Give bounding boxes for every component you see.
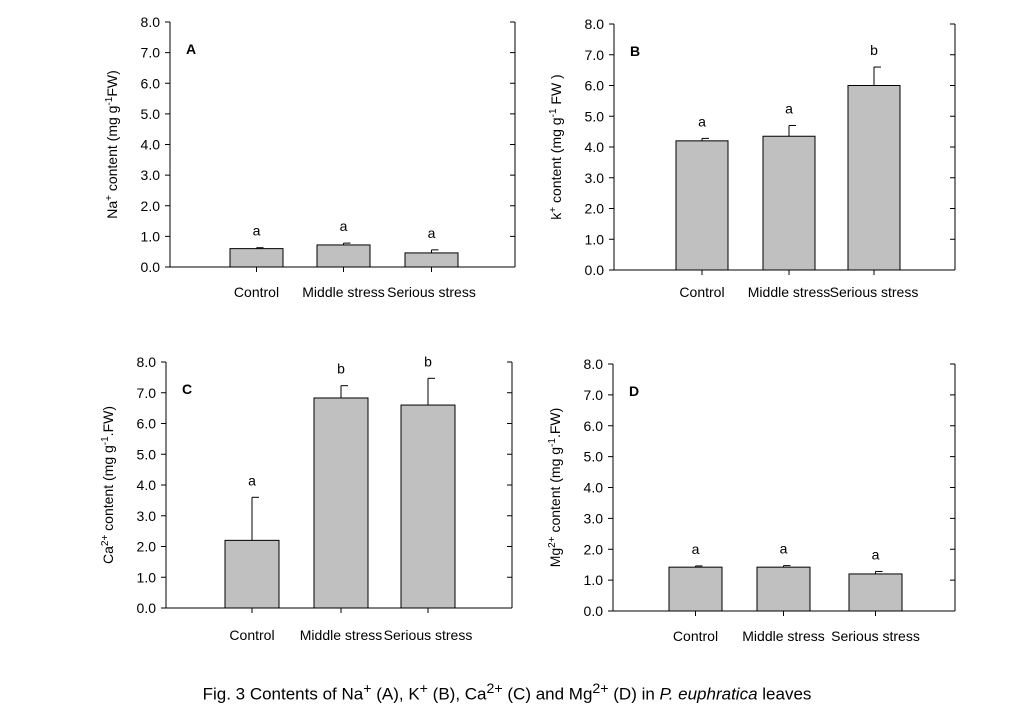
significance-letter-a: a [340, 218, 348, 234]
panel-label-b: B [630, 43, 640, 59]
panel-label-a: A [186, 41, 196, 57]
panel-label-d: D [629, 383, 639, 399]
significance-letter-c: b [424, 353, 432, 369]
y-tick-label-b: 5.0 [585, 108, 605, 124]
y-tick-label-a: 7.0 [141, 45, 161, 61]
y-tick-label-a: 3.0 [141, 167, 161, 183]
y-tick-label-a: 2.0 [141, 198, 161, 214]
category-label-d: Control [673, 628, 718, 644]
figure-caption: Fig. 3 Contents of Na+ (A), K+ (B), Ca2+… [202, 681, 812, 704]
y-axis-label-b: k+ content (mg g-1 FW ) [548, 74, 564, 219]
y-tick-label-c: 3.0 [137, 508, 157, 524]
significance-letter-b: b [870, 42, 878, 58]
y-tick-label-d: 5.0 [584, 449, 604, 465]
category-label-b: Middle stress [748, 284, 830, 300]
y-tick-label-d: 2.0 [584, 541, 604, 557]
y-tick-label-a: 4.0 [141, 137, 161, 153]
significance-letter-c: a [248, 472, 256, 488]
bar-a-0 [229, 248, 284, 268]
y-tick-label-b: 2.0 [585, 201, 605, 217]
y-tick-label-d: 4.0 [584, 480, 604, 496]
y-tick-label-a: 0.0 [141, 259, 161, 275]
category-label-b: Control [679, 284, 724, 300]
category-label-d: Serious stress [831, 628, 920, 644]
y-tick-label-b: 4.0 [585, 139, 605, 155]
category-label-b: Serious stress [830, 284, 919, 300]
y-tick-label-b: 7.0 [585, 47, 605, 63]
category-label-a: Middle stress [302, 284, 384, 300]
bar-b-0 [675, 140, 729, 271]
y-tick-label-c: 0.0 [137, 600, 157, 616]
bar-a-2 [404, 252, 459, 268]
significance-letter-a: a [253, 223, 261, 239]
panel-label-c: C [182, 381, 192, 397]
y-tick-label-a: 8.0 [141, 14, 161, 30]
significance-letter-d: a [692, 541, 700, 557]
y-tick-label-c: 6.0 [137, 416, 157, 432]
bar-d-1 [756, 566, 811, 612]
y-tick-label-d: 0.0 [584, 603, 604, 619]
y-tick-label-c: 8.0 [137, 354, 157, 370]
bar-a-1 [316, 244, 371, 268]
significance-letter-a: a [428, 225, 436, 241]
y-tick-label-d: 3.0 [584, 510, 604, 526]
y-axis-label-d: Mg2+ content (mg g-1.FW) [547, 408, 563, 568]
significance-letter-d: a [780, 541, 788, 557]
bar-c-2 [400, 404, 456, 609]
significance-letter-b: a [698, 113, 706, 129]
y-tick-label-a: 5.0 [141, 106, 161, 122]
y-tick-label-a: 1.0 [141, 228, 161, 244]
y-tick-label-b: 6.0 [585, 78, 605, 94]
y-tick-label-c: 5.0 [137, 446, 157, 462]
bar-d-2 [848, 573, 903, 612]
y-tick-label-b: 0.0 [585, 262, 605, 278]
bar-b-2 [847, 85, 901, 271]
category-label-c: Serious stress [384, 627, 473, 643]
y-tick-label-b: 8.0 [585, 16, 605, 32]
y-tick-label-d: 8.0 [584, 356, 604, 372]
category-label-a: Serious stress [387, 284, 476, 300]
bar-b-1 [762, 135, 816, 271]
y-tick-label-c: 1.0 [137, 569, 157, 585]
significance-letter-b: a [785, 100, 793, 116]
y-tick-label-c: 2.0 [137, 539, 157, 555]
significance-letter-d: a [872, 546, 880, 562]
category-label-a: Control [234, 284, 279, 300]
y-tick-label-b: 3.0 [585, 170, 605, 186]
bar-c-0 [224, 539, 280, 609]
bar-c-1 [313, 397, 369, 609]
bar-d-0 [668, 566, 723, 612]
y-tick-label-b: 1.0 [585, 231, 605, 247]
y-tick-label-d: 7.0 [584, 387, 604, 403]
category-label-c: Control [229, 627, 274, 643]
y-tick-label-c: 7.0 [137, 385, 157, 401]
category-label-c: Middle stress [300, 627, 382, 643]
y-tick-label-a: 6.0 [141, 75, 161, 91]
y-axis-label-a: Na+ content (mg g-1FW) [104, 70, 120, 219]
y-axis-label-c: Ca2+ content (mg g-1.FW) [100, 406, 116, 564]
y-tick-label-d: 1.0 [584, 572, 604, 588]
y-tick-label-c: 4.0 [137, 477, 157, 493]
y-tick-label-d: 6.0 [584, 418, 604, 434]
significance-letter-c: b [337, 361, 345, 377]
category-label-d: Middle stress [742, 628, 824, 644]
